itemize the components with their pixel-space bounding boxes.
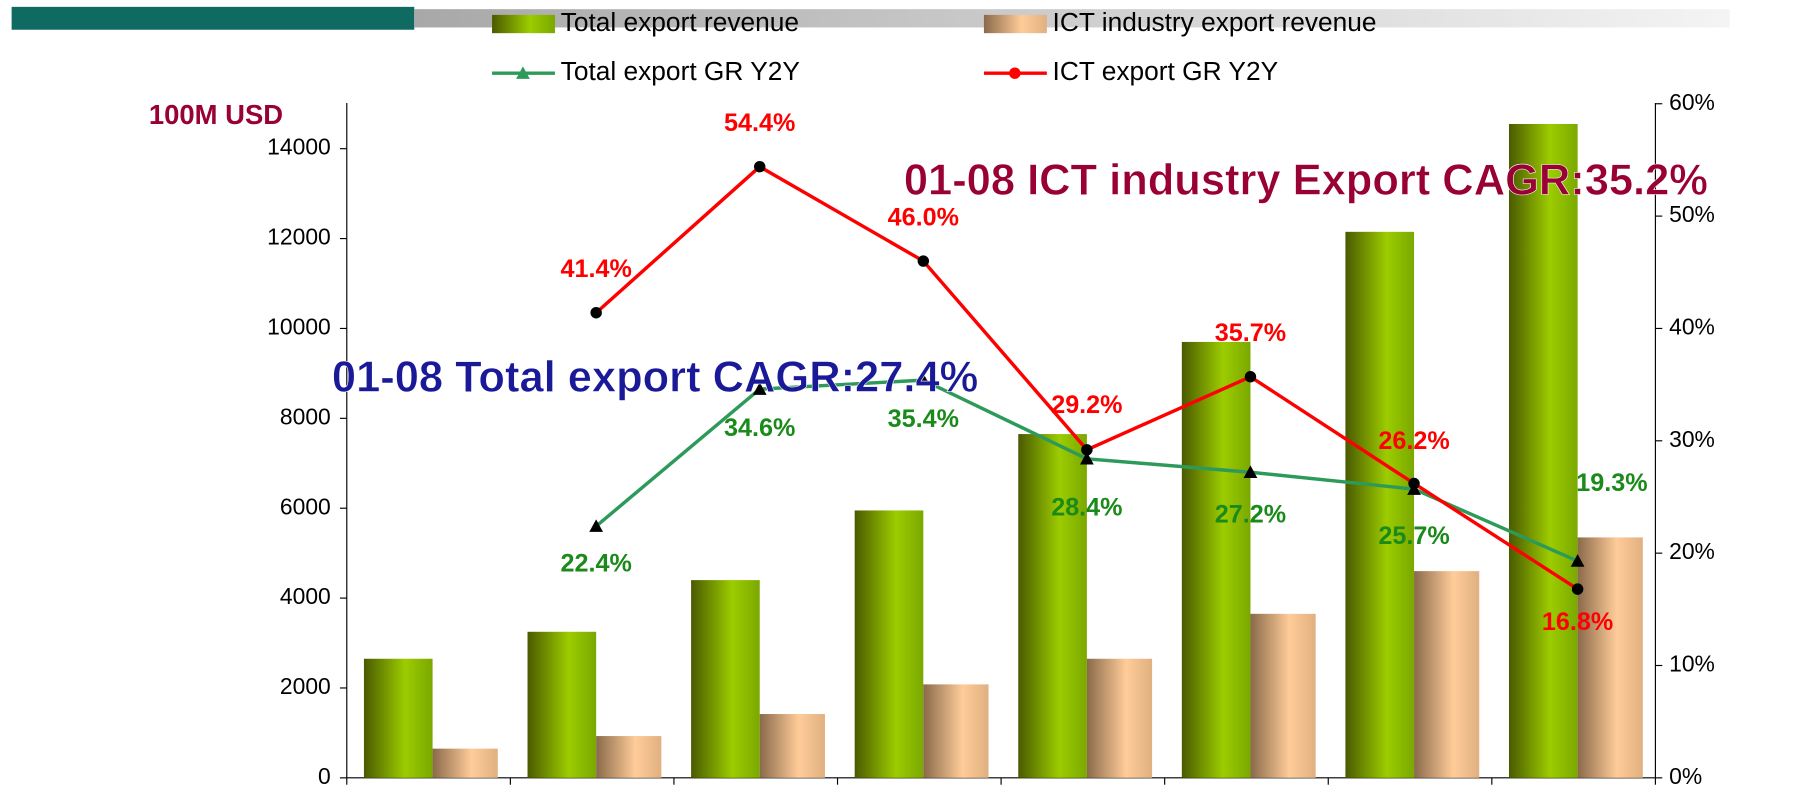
y-tick-label: 10000 (267, 313, 331, 339)
bar (1250, 613, 1316, 778)
data-label: 19.3% (1576, 469, 1647, 497)
marker (917, 255, 930, 267)
bar (596, 736, 662, 778)
bar (1345, 231, 1415, 778)
bar (432, 748, 498, 778)
data-label: 16.8% (1542, 608, 1613, 636)
y2-tick-label: 50% (1669, 201, 1715, 227)
marker (1570, 554, 1585, 567)
bar (1086, 658, 1153, 778)
annotation: 01-08 Total export CAGR:27.4% (332, 353, 978, 401)
marker (1571, 583, 1584, 595)
y-tick-label: 4000 (280, 583, 331, 609)
legend-swatch (983, 14, 1047, 34)
bar (923, 684, 989, 778)
data-label: 54.4% (724, 109, 795, 137)
bar (363, 658, 433, 778)
bar (527, 631, 597, 778)
y2-tick-label: 60% (1669, 89, 1715, 115)
legend-swatch (492, 14, 555, 34)
data-label: 34.6% (724, 414, 795, 442)
legend-label: ICT export GR Y2Y (1053, 56, 1279, 86)
marker (1408, 477, 1420, 490)
legend-marker (1009, 67, 1021, 79)
marker (590, 307, 602, 319)
bar (1018, 434, 1087, 778)
y2-tick-label: 20% (1669, 538, 1715, 564)
bar (1181, 341, 1251, 778)
y2-tick-label: 0% (1669, 763, 1702, 787)
marker (1243, 465, 1258, 478)
bar (1414, 571, 1480, 778)
marker (1081, 444, 1093, 456)
header-bar (11, 6, 415, 30)
legend-marker (516, 66, 530, 79)
legend-label: Total export revenue (561, 7, 799, 37)
bar (759, 714, 825, 778)
annotation: 01-08 ICT industry Export CAGR:35.2% (904, 157, 1708, 205)
data-label: 35.4% (888, 405, 959, 433)
y-tick-label: 6000 (280, 493, 331, 519)
y-tick-label: 14000 (267, 134, 331, 160)
bar (854, 510, 924, 778)
data-label: 27.2% (1215, 500, 1286, 528)
data-label: 25.7% (1378, 522, 1449, 550)
y-axis-label: 100M USD (149, 99, 283, 130)
bar (1508, 123, 1578, 778)
y2-tick-label: 10% (1669, 651, 1715, 677)
data-label: 35.7% (1215, 319, 1286, 347)
data-label: 41.4% (560, 255, 631, 283)
legend-label: Total export GR Y2Y (561, 56, 800, 86)
y-tick-label: 2000 (280, 673, 331, 699)
bar (1577, 537, 1643, 778)
data-label: 26.2% (1378, 427, 1449, 455)
marker (1080, 451, 1094, 465)
data-label: 28.4% (1051, 494, 1122, 522)
y-tick-label: 0 (318, 763, 331, 787)
marker (754, 160, 766, 173)
header-bar (414, 9, 1730, 28)
marker (752, 382, 767, 395)
data-label: 46.0% (888, 203, 959, 231)
legend-label: ICT industry export revenue (1053, 7, 1377, 37)
data-label: 29.2% (1051, 391, 1122, 419)
marker (589, 519, 604, 532)
data-label: 22.4% (560, 550, 631, 578)
y-tick-label: 8000 (280, 403, 331, 429)
y2-tick-label: 40% (1669, 313, 1715, 339)
y-tick-label: 12000 (267, 224, 331, 250)
y2-tick-label: 30% (1669, 426, 1715, 452)
marker (1244, 371, 1257, 383)
bar (691, 580, 760, 778)
marker (916, 373, 931, 386)
